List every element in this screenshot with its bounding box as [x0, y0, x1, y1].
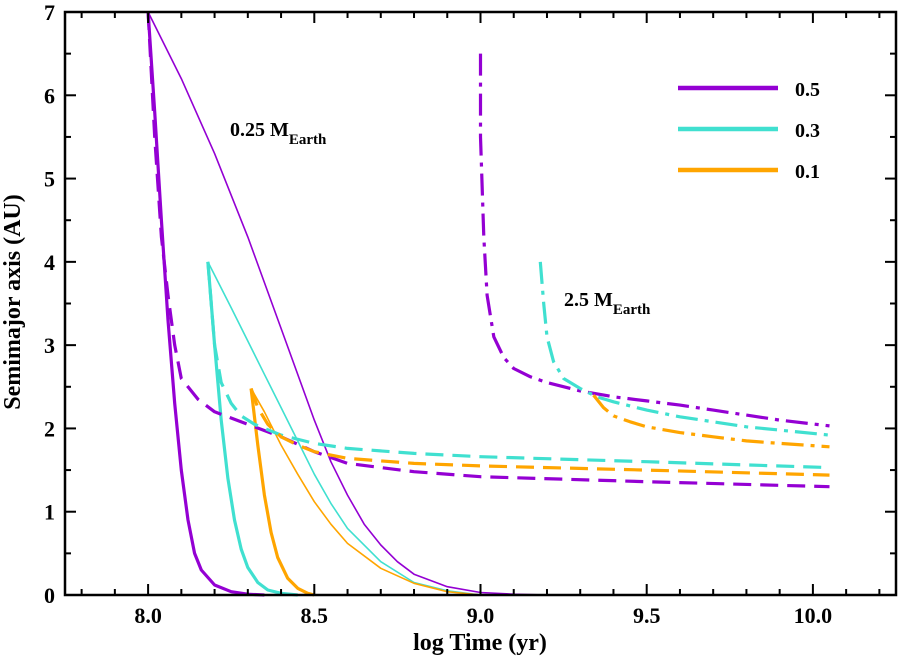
series-line-4 — [250, 388, 481, 596]
annotation-2.5-main: 2.5 M — [564, 289, 613, 311]
x-tick-label-4: 10.0 — [794, 603, 833, 628]
annotation-0.25-main: 0.25 M — [230, 119, 289, 141]
legend-label-0.5: 0.5 — [795, 79, 820, 101]
y-axis-title: Semimajor axis (AU) — [0, 194, 26, 410]
x-tick-label-2: 9.0 — [467, 603, 495, 628]
y-tick-label-5: 5 — [44, 167, 55, 192]
series-line-11 — [592, 394, 830, 449]
series-line-1 — [146, 11, 265, 597]
y-tick-label-7: 7 — [44, 0, 55, 25]
series-line-7 — [206, 261, 830, 470]
annotation-2.5-sub: Earth — [613, 302, 651, 318]
x-tick-label-1: 8.5 — [301, 603, 329, 628]
y-tick-label-1: 1 — [44, 500, 55, 525]
series-line-9 — [478, 53, 830, 428]
series-line-3 — [206, 261, 298, 597]
annotation-0.25-sub: Earth — [289, 132, 327, 148]
tick-labels-layer: 8.0 8.5 9.0 9.5 10.0 0 1 2 3 4 5 6 7 — [44, 0, 832, 628]
series-line-8 — [249, 387, 830, 477]
legend: 0.5 0.3 0.1 — [678, 79, 820, 183]
x-tick-label-3: 9.5 — [633, 603, 661, 628]
series-line-2 — [207, 261, 481, 596]
y-tick-label-2: 2 — [44, 416, 55, 441]
series-line-5 — [249, 388, 315, 597]
annotation-2.5-mearth: 2.5 MEarth — [564, 289, 651, 318]
y-tick-label-0: 0 — [44, 583, 55, 608]
series-line-6 — [146, 11, 830, 489]
legend-label-0.3: 0.3 — [795, 120, 820, 142]
x-tick-label-0: 8.0 — [134, 603, 162, 628]
series-line-0 — [147, 11, 548, 596]
y-tick-label-4: 4 — [44, 250, 55, 275]
ticks-layer — [65, 11, 896, 596]
y-tick-label-3: 3 — [44, 333, 55, 358]
series-line-10 — [538, 261, 830, 437]
y-tick-label-6: 6 — [44, 83, 55, 108]
legend-label-0.1: 0.1 — [795, 161, 820, 183]
annotation-0.25-mearth: 0.25 MEarth — [230, 119, 327, 148]
x-axis-title: log Time (yr) — [413, 630, 547, 656]
series-layer — [146, 11, 830, 597]
